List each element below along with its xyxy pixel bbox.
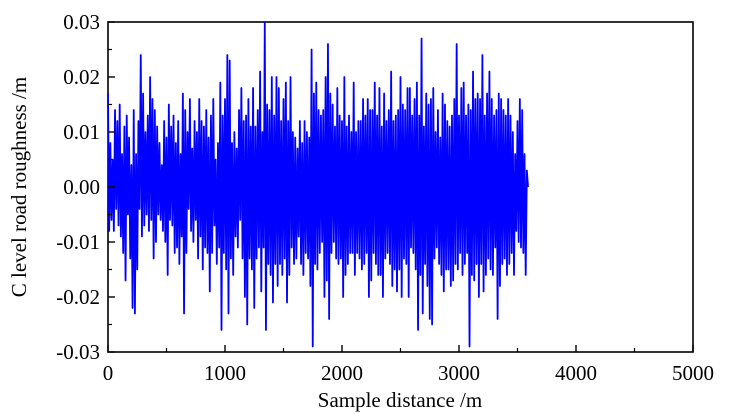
y-tick-label: 0.01 [63,120,100,144]
y-tick-label: 0.00 [63,175,100,199]
x-axis-ticks: 0 1000 2000 3000 4000 5000 [103,345,714,385]
y-tick-label: -0.03 [56,340,100,364]
y-axis-title: C level road roughness /m [7,77,31,297]
x-axis-title: Sample distance /m [318,388,482,412]
x-tick-label: 2000 [321,361,363,385]
y-tick-label: 0.02 [63,65,100,89]
x-tick-label: 5000 [672,361,714,385]
y-tick-label: -0.02 [56,285,100,309]
x-tick-label: 0 [103,361,114,385]
x-tick-label: 4000 [555,361,597,385]
y-tick-label: -0.01 [56,230,100,254]
y-axis-ticks: -0.03 -0.02 -0.01 0.00 0.01 0.02 0.03 [56,10,115,364]
series-line-0 [107,21,529,348]
y-tick-label: 0.03 [63,10,100,34]
series-layer [107,21,529,348]
x-tick-label: 1000 [204,361,246,385]
x-tick-label: 3000 [438,361,480,385]
